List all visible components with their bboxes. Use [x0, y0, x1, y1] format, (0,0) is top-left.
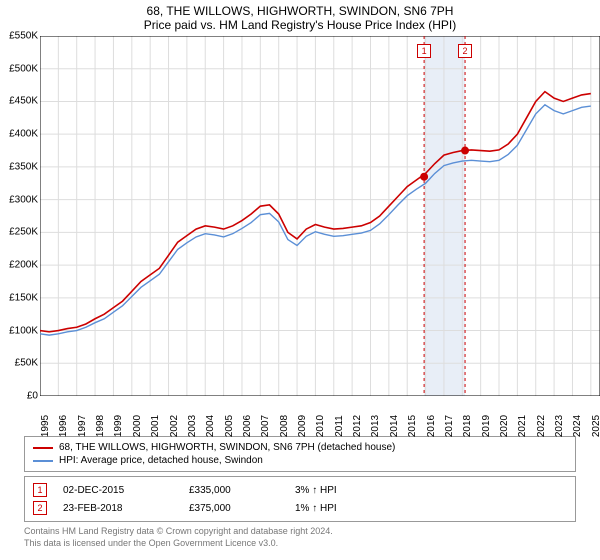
sale-price: £335,000	[189, 485, 279, 496]
legend-swatch	[33, 447, 53, 449]
x-tick-label: 2021	[517, 415, 528, 437]
x-tick-label: 2004	[205, 415, 216, 437]
y-tick-label: £250K	[9, 227, 38, 238]
legend-item: HPI: Average price, detached house, Swin…	[33, 454, 567, 467]
sale-row-marker: 2	[33, 501, 47, 515]
y-tick-label: £50K	[15, 358, 38, 369]
legend-label: 68, THE WILLOWS, HIGHWORTH, SWINDON, SN6…	[59, 442, 395, 453]
x-tick-label: 2024	[572, 415, 583, 437]
legend-label: HPI: Average price, detached house, Swin…	[59, 455, 263, 466]
legend-item: 68, THE WILLOWS, HIGHWORTH, SWINDON, SN6…	[33, 441, 567, 454]
x-tick-label: 2008	[279, 415, 290, 437]
sales-table: 1 02-DEC-2015 £335,000 3% ↑ HPI 2 23-FEB-2018…	[24, 476, 576, 522]
footnote: Contains HM Land Registry data © Crown c…	[24, 526, 576, 549]
x-tick-label: 2006	[242, 415, 253, 437]
x-tick-label: 2011	[334, 415, 345, 437]
y-tick-label: £200K	[9, 260, 38, 271]
x-tick-label: 2009	[297, 415, 308, 437]
x-tick-label: 2003	[187, 415, 198, 437]
x-tick-label: 2015	[407, 415, 418, 437]
sale-price: £375,000	[189, 503, 279, 514]
x-axis-labels: 1995199619971998199920002001200220032004…	[40, 396, 600, 432]
sale-row: 2 23-FEB-2018 £375,000 1% ↑ HPI	[33, 499, 567, 517]
x-tick-label: 2014	[389, 415, 400, 437]
chart-title: 68, THE WILLOWS, HIGHWORTH, SWINDON, SN6…	[0, 0, 600, 18]
legend-swatch	[33, 460, 53, 462]
x-tick-label: 1995	[40, 415, 51, 437]
y-tick-label: £500K	[9, 63, 38, 74]
x-tick-label: 2013	[370, 415, 381, 437]
sale-row-marker: 1	[33, 483, 47, 497]
x-tick-label: 2002	[169, 415, 180, 437]
sale-row: 1 02-DEC-2015 £335,000 3% ↑ HPI	[33, 481, 567, 499]
y-tick-label: £450K	[9, 96, 38, 107]
x-tick-label: 2025	[591, 415, 600, 437]
y-tick-label: £300K	[9, 194, 38, 205]
x-tick-label: 2007	[260, 415, 271, 437]
chart-container: { "title": "68, THE WILLOWS, HIGHWORTH, …	[0, 0, 600, 560]
y-tick-label: £100K	[9, 325, 38, 336]
x-tick-label: 2023	[554, 415, 565, 437]
x-tick-label: 1997	[77, 415, 88, 437]
sale-delta: 3% ↑ HPI	[295, 485, 337, 496]
x-tick-label: 2018	[462, 415, 473, 437]
chart-subtitle: Price paid vs. HM Land Registry's House …	[0, 18, 600, 36]
y-tick-label: £150K	[9, 292, 38, 303]
sale-marker-2: 2	[458, 44, 472, 58]
chart-svg	[40, 36, 600, 396]
x-tick-label: 2001	[150, 415, 161, 437]
plot-area: 12£0£50K£100K£150K£200K£250K£300K£350K£4…	[40, 36, 600, 396]
footnote-line2: This data is licensed under the Open Gov…	[24, 538, 576, 550]
x-tick-label: 2005	[224, 415, 235, 437]
y-tick-label: £350K	[9, 161, 38, 172]
sale-date: 23-FEB-2018	[63, 503, 173, 514]
x-tick-label: 2022	[536, 415, 547, 437]
sale-marker-1: 1	[417, 44, 431, 58]
x-tick-label: 2016	[426, 415, 437, 437]
sale-delta: 1% ↑ HPI	[295, 503, 337, 514]
footnote-line1: Contains HM Land Registry data © Crown c…	[24, 526, 576, 538]
x-tick-label: 1996	[58, 415, 69, 437]
legend: 68, THE WILLOWS, HIGHWORTH, SWINDON, SN6…	[24, 436, 576, 472]
sale-date: 02-DEC-2015	[63, 485, 173, 496]
x-tick-label: 2000	[132, 415, 143, 437]
x-tick-label: 1998	[95, 415, 106, 437]
x-tick-label: 1999	[113, 415, 124, 437]
y-tick-label: £550K	[9, 31, 38, 42]
x-tick-label: 2019	[481, 415, 492, 437]
x-tick-label: 2012	[352, 415, 363, 437]
x-tick-label: 2020	[499, 415, 510, 437]
y-tick-label: £400K	[9, 129, 38, 140]
x-tick-label: 2010	[315, 415, 326, 437]
y-tick-label: £0	[27, 391, 38, 402]
x-tick-label: 2017	[444, 415, 455, 437]
